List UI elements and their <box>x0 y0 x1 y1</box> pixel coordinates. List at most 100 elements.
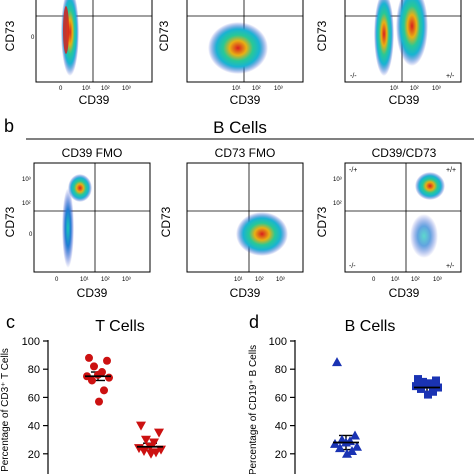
y-tick-label: 60 <box>275 392 287 404</box>
panel-b-letter: b <box>4 116 14 136</box>
panel-b-1-tick-x: 0 <box>55 277 59 283</box>
panel-d-group-2-point <box>432 376 440 385</box>
y-tick-label: 80 <box>275 364 287 376</box>
panel-b-3-title: CD39/CD73 <box>372 146 437 160</box>
panel-a-2-tick-x: 10² <box>252 86 261 92</box>
panel-d-ylabel: Percentage of CD19⁺ B Cells <box>248 345 259 474</box>
panel-b-2-ylabel: CD73 <box>159 206 173 237</box>
panel-b-1-tick-x: 10³ <box>122 277 131 283</box>
panel-b-2-frame <box>186 162 304 273</box>
panel-a-1-tick-x: 10¹ <box>82 86 91 92</box>
panel-d-group-1-point <box>332 357 342 367</box>
panel-d-group-2-point <box>414 375 422 384</box>
panel-b-1-tick-x: 10² <box>101 277 110 283</box>
panel-d-letter: d <box>249 312 259 332</box>
panel-b-1-tick-y: 0 <box>29 232 33 238</box>
panel-b-1-tick-x: 10¹ <box>80 277 89 283</box>
panel-b-3-tick-x: 10¹ <box>391 277 400 283</box>
panel-d-group-1-point <box>352 441 362 451</box>
y-tick-label: 20 <box>28 449 40 461</box>
panel-c-group-1-point <box>103 356 111 365</box>
panel-d-group-2-point <box>423 380 431 389</box>
panel-a-3-population-neg <box>374 0 394 76</box>
panel-a-1-xlabel: CD39 <box>79 93 110 107</box>
panel-c-group-1-point <box>90 362 98 371</box>
panel-d: d B Cells Percentage of CD19⁺ B Cells 20… <box>248 312 442 474</box>
y-tick-label: 80 <box>28 364 40 376</box>
panel-c-group-2-point <box>156 445 166 455</box>
panel-b-3-tick-y: 10² <box>333 201 342 207</box>
panel-b-1-frame <box>33 162 151 273</box>
panel-b-2-population <box>236 212 288 256</box>
panel-a-1-tick-x: 0 <box>59 86 63 92</box>
panel-b-3-quadrant-lr: +/- <box>446 263 455 270</box>
panel-a-2-ylabel: CD73 <box>157 20 171 51</box>
panel-b-3-tick-y: 10³ <box>333 177 342 183</box>
panel-a-3-tick-x: 10² <box>410 86 419 92</box>
panel-c-plot: 20 40 60 80 100 <box>22 336 166 461</box>
panel-b-1-population <box>68 174 92 202</box>
panel-d-group-1-point <box>350 430 360 440</box>
panel-b-plot-3: CD39/CD73 CD73 10³ 10² -/+ +/+ -/- +/- 0… <box>315 146 462 300</box>
panel-a-3-frame <box>344 0 462 83</box>
panel-a-1-ylabel: CD73 <box>3 20 17 51</box>
panel-a-3-population-pos <box>396 0 428 66</box>
panel-b-1-xlabel: CD39 <box>77 286 108 300</box>
panel-a-1-tick-x: 10³ <box>122 86 131 92</box>
y-tick-label: 40 <box>275 421 287 433</box>
panel-c-group-1-point <box>88 376 96 385</box>
panel-c-group-1-point <box>105 373 113 382</box>
panel-a-1-frame <box>35 0 153 83</box>
y-tick-label: 40 <box>28 421 40 433</box>
panel-b-3-tick-x: 0 <box>372 277 376 283</box>
panel-c-group-1-point <box>85 353 93 362</box>
panel-b-2-tick-x: 10¹ <box>234 277 243 283</box>
panel-c-group-2-point <box>136 421 146 431</box>
panel-b-1-tick-y: 10³ <box>22 177 31 183</box>
panel-d-group-2-point <box>417 384 425 393</box>
panel-d-group-2-point <box>424 390 432 399</box>
panel-c: c T Cells Percentage of CD3⁺ T Cells 20 4… <box>0 312 166 474</box>
panel-b-1-tick-y: 10² <box>22 201 31 207</box>
panel-a-2-frame <box>186 0 304 83</box>
panel-c-group-1-point <box>95 397 103 406</box>
panel-a-3-quadrant-ll: -/- <box>350 73 357 80</box>
panel-b-3-tick-x: 10² <box>411 277 420 283</box>
panel-b-3-population-neg <box>410 214 438 258</box>
panel-b-header: b B Cells <box>4 116 474 140</box>
panel-d-group-1-point <box>347 445 357 455</box>
y-tick-label: 100 <box>269 336 287 348</box>
panel-c-letter: c <box>6 312 15 332</box>
panel-a-2-tick-x: 10³ <box>274 86 283 92</box>
panel-b-1-title: CD39 FMO <box>62 146 123 160</box>
panel-b-plot-2: CD73 FMO CD73 10¹ 10² 10³ CD39 <box>159 146 304 300</box>
panel-c-group-2-point <box>139 446 149 456</box>
y-tick-label: 60 <box>28 392 40 404</box>
panel-b-1-ylabel: CD73 <box>3 206 17 237</box>
panel-d-group-1-point <box>330 438 340 448</box>
panel-a-2-population <box>208 22 268 74</box>
panel-b-plot-1: CD39 FMO CD73 10³ 10² 0 0 10¹ 10² 10³ CD… <box>3 146 151 300</box>
panel-a-2-xlabel: CD39 <box>230 93 261 107</box>
panel-b-3-xlabel: CD39 <box>389 286 420 300</box>
panel-a: CD73 0 0 10¹ 10² 10³ CD39 CD73 10¹ 10² 1… <box>3 0 462 107</box>
panel-d-group-2-point <box>429 387 437 396</box>
panel-a-3-xlabel: CD39 <box>389 93 420 107</box>
panel-b-3-frame <box>344 162 462 273</box>
panel-b-3-tick-x: 10³ <box>433 277 442 283</box>
panel-a-3-tick-x: 10³ <box>432 86 441 92</box>
panel-c-group-2-point <box>146 449 156 459</box>
panel-a-3-tick-x: 10¹ <box>390 86 399 92</box>
panel-c-title: T Cells <box>95 318 145 335</box>
panel-a-1-population-core <box>63 6 69 54</box>
panel-a-2-tick-x: 10¹ <box>232 86 241 92</box>
panel-d-plot: 20 40 60 80 100 <box>269 336 442 461</box>
panel-b-2-tick-x: 10² <box>255 277 264 283</box>
panel-a-3-quadrant-lr: +/- <box>446 73 455 80</box>
panel-c-group-2-point <box>154 428 164 438</box>
panel-a-1-tick-x: 10² <box>101 86 110 92</box>
panel-c-group-1-point <box>94 370 102 379</box>
panel-b-2-xlabel: CD39 <box>230 286 261 300</box>
panel-b-3-quadrant-ll: -/- <box>349 263 356 270</box>
